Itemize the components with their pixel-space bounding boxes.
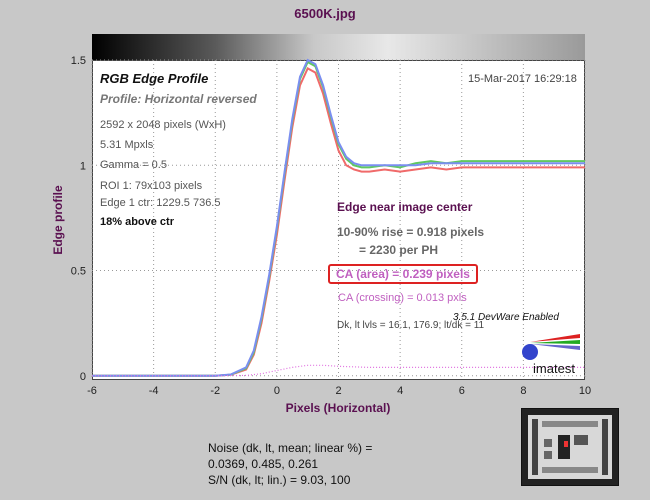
y-tick-label: 1 xyxy=(80,160,86,172)
x-tick-label: -4 xyxy=(149,385,159,397)
y-axis-label: Edge profile xyxy=(51,185,65,255)
per-ph-value: = 2230 per PH xyxy=(359,243,439,257)
imatest-brand-text: imatest xyxy=(533,361,575,376)
window-title: 6500K.jpg xyxy=(294,6,356,21)
x-tick-label: 6 xyxy=(459,385,465,397)
y-tick-label: 1.5 xyxy=(71,55,86,67)
position-label: 18% above ctr xyxy=(100,216,174,228)
x-tick-label: 4 xyxy=(397,385,403,397)
edge-title: Edge near image center xyxy=(337,200,473,214)
series-line-blue xyxy=(92,58,585,377)
info-line-edge-ctr: Edge 1 ctr: 1229.5 736.5 xyxy=(100,197,221,209)
version-label: 3.5.1 DevWare Enabled xyxy=(453,312,559,323)
x-tick-label: 2 xyxy=(335,385,341,397)
grayscale-strip xyxy=(92,34,585,60)
noise-stats: Noise (dk, lt, mean; linear %) = 0.0369,… xyxy=(208,440,372,488)
ca-crossing-value: CA (crossing) = 0.013 pxls xyxy=(338,292,467,304)
profile-label: Profile: Horizontal reversed xyxy=(100,92,257,106)
x-tick-label: 0 xyxy=(274,385,280,397)
noise-line-3: S/N (dk, lt; lin.) = 9.03, 100 xyxy=(208,473,351,487)
timestamp: 15-Mar-2017 16:29:18 xyxy=(468,73,577,85)
chart-heading: RGB Edge Profile xyxy=(100,71,209,86)
ca-area-value: CA (area) = 0.239 pixels xyxy=(328,264,478,284)
levels-value: Dk, lt lvls = 16.1, 176.9; lt/dk = 11 xyxy=(337,320,485,331)
info-line-mpxls: 5.31 Mpxls xyxy=(100,139,154,151)
x-tick-label: -2 xyxy=(210,385,220,397)
y-tick-label: 0.5 xyxy=(71,266,86,278)
imatest-logo: imatest xyxy=(522,334,580,376)
x-tick-label: 10 xyxy=(579,385,591,397)
x-tick-label: 8 xyxy=(520,385,526,397)
info-line-gamma: Gamma = 0.5 xyxy=(100,159,167,171)
info-line-size: 2592 x 2048 pixels (WxH) xyxy=(100,119,226,131)
rise-value: 10-90% rise = 0.918 pixels xyxy=(337,225,485,239)
noise-line-2: 0.0369, 0.485, 0.261 xyxy=(208,457,319,471)
noise-line-1: Noise (dk, lt, mean; linear %) = xyxy=(208,441,373,455)
x-tick-label: -6 xyxy=(87,385,97,397)
x-axis-label: Pixels (Horizontal) xyxy=(286,401,391,415)
test-chart-thumbnail xyxy=(521,408,619,486)
y-tick-label: 0 xyxy=(80,371,86,383)
info-line-roi: ROI 1: 79x103 pixels xyxy=(100,180,203,192)
series-line-pink xyxy=(92,364,585,377)
